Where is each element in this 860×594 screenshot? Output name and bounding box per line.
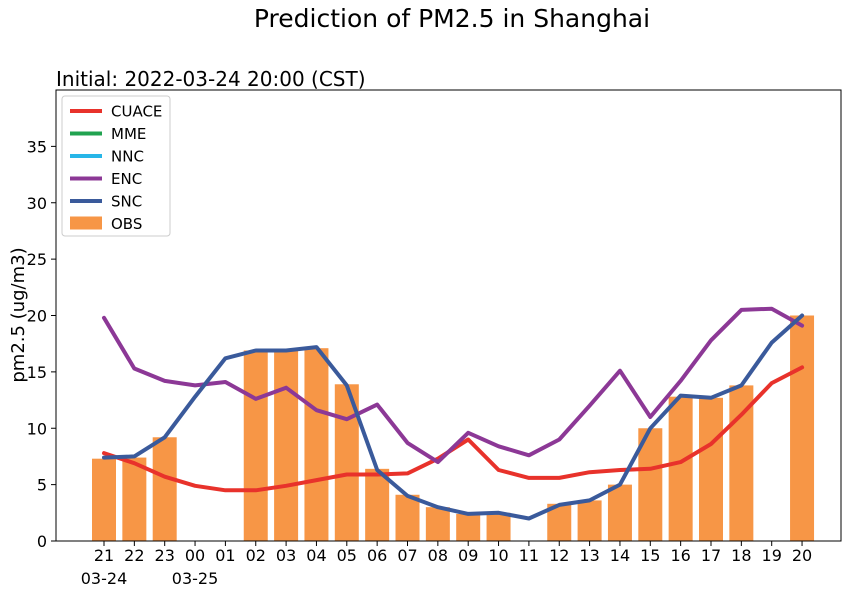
x-tick-label-21: 21 bbox=[94, 546, 114, 565]
x-axis: 21 22 23 00 01 02 03 04 05 06 07 08 09 10 11 12 13 14 15 16… bbox=[81, 541, 812, 588]
y-tick-label-5: 5 bbox=[37, 476, 47, 495]
legend-label-mme: MME bbox=[111, 125, 146, 143]
chart-title: Prediction of PM2.5 in Shanghai bbox=[254, 4, 650, 33]
snc-line bbox=[102, 313, 805, 521]
legend: CUACE MME NNC ENC SNC OBS bbox=[61, 95, 171, 237]
x-tick-label-22: 22 bbox=[124, 546, 144, 565]
y-tick-label-0: 0 bbox=[37, 532, 47, 551]
date-label-03-24: 03-24 bbox=[81, 569, 128, 588]
obs-bar-21 bbox=[92, 458, 116, 541]
obs-bar-10 bbox=[486, 512, 511, 541]
x-tick-label-18: 18 bbox=[731, 546, 751, 565]
obs-bar-07 bbox=[395, 494, 420, 541]
x-tick-label-02: 02 bbox=[246, 546, 266, 565]
obs-bar-04 bbox=[304, 348, 329, 541]
x-tick-label-14: 14 bbox=[610, 546, 630, 565]
x-tick-label-04: 04 bbox=[306, 546, 326, 565]
legend-label-obs: OBS bbox=[111, 215, 142, 233]
date-label-03-25: 03-25 bbox=[172, 569, 219, 588]
y-axis: 0 5 10 15 20 25 30 35 bbox=[27, 137, 56, 551]
y-tick-label-25: 25 bbox=[27, 250, 47, 269]
x-tick-label-08: 08 bbox=[428, 546, 448, 565]
chart-subtitle: Initial: 2022-03-24 20:00 (CST) bbox=[56, 67, 366, 91]
x-tick-label-00: 00 bbox=[185, 546, 205, 565]
x-tick-label-15: 15 bbox=[640, 546, 660, 565]
x-tick-label-19: 19 bbox=[762, 546, 782, 565]
obs-bar-09 bbox=[456, 513, 481, 541]
obs-bar-22 bbox=[122, 457, 147, 541]
x-tick-label-06: 06 bbox=[367, 546, 387, 565]
y-tick-label-35: 35 bbox=[27, 137, 47, 156]
x-tick-label-01: 01 bbox=[215, 546, 235, 565]
legend-swatch-obs bbox=[70, 216, 102, 230]
x-tick-label-11: 11 bbox=[519, 546, 539, 565]
obs-bar-20 bbox=[790, 315, 815, 541]
x-tick-label-03: 03 bbox=[276, 546, 296, 565]
x-tick-label-05: 05 bbox=[337, 546, 357, 565]
y-tick-label-20: 20 bbox=[27, 307, 47, 326]
obs-bar-16 bbox=[668, 396, 693, 541]
x-tick-label-12: 12 bbox=[549, 546, 569, 565]
x-tick-label-16: 16 bbox=[670, 546, 690, 565]
x-tick-label-23: 23 bbox=[155, 546, 175, 565]
obs-bar-02 bbox=[243, 350, 268, 541]
legend-label-snc: SNC bbox=[111, 193, 142, 211]
legend-label-nnc: NNC bbox=[111, 148, 144, 166]
enc-line bbox=[102, 306, 805, 465]
legend-label-enc: ENC bbox=[111, 170, 142, 188]
obs-bar-17 bbox=[699, 397, 723, 541]
x-tick-label-09: 09 bbox=[458, 546, 478, 565]
y-tick-label-30: 30 bbox=[27, 194, 47, 213]
y-tick-label-10: 10 bbox=[27, 419, 47, 438]
x-tick-label-20: 20 bbox=[792, 546, 812, 565]
obs-bars bbox=[92, 315, 815, 541]
x-tick-label-17: 17 bbox=[701, 546, 721, 565]
y-tick-label-15: 15 bbox=[27, 363, 47, 382]
obs-bar-18 bbox=[729, 385, 754, 541]
obs-bar-13 bbox=[577, 500, 602, 541]
x-tick-label-07: 07 bbox=[397, 546, 417, 565]
x-tick-label-10: 10 bbox=[488, 546, 508, 565]
obs-bar-06 bbox=[365, 468, 390, 541]
obs-bar-14 bbox=[607, 484, 632, 541]
series-lines bbox=[102, 306, 805, 521]
obs-bar-23 bbox=[152, 437, 177, 541]
x-tick-label-13: 13 bbox=[579, 546, 599, 565]
obs-bar-08 bbox=[425, 507, 450, 541]
obs-bar-03 bbox=[274, 350, 299, 541]
legend-label-cuace: CUACE bbox=[111, 103, 162, 121]
y-axis-label: pm2.5 (ug/m3) bbox=[8, 247, 29, 382]
